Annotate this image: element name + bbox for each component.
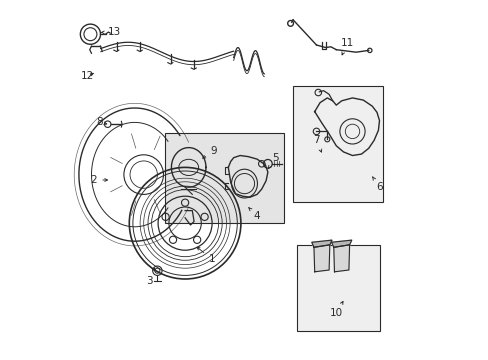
Polygon shape xyxy=(311,240,331,247)
Text: 1: 1 xyxy=(197,247,215,264)
Polygon shape xyxy=(333,245,349,272)
Polygon shape xyxy=(331,240,351,247)
Text: 8: 8 xyxy=(96,117,106,127)
Text: 12: 12 xyxy=(81,71,94,81)
Text: 11: 11 xyxy=(340,38,353,55)
Text: 4: 4 xyxy=(248,208,260,221)
Text: 9: 9 xyxy=(203,146,217,158)
FancyBboxPatch shape xyxy=(296,245,379,331)
Text: 6: 6 xyxy=(372,177,382,192)
FancyBboxPatch shape xyxy=(165,133,284,223)
Text: 13: 13 xyxy=(102,27,122,37)
Text: 7: 7 xyxy=(312,135,321,152)
Text: 3: 3 xyxy=(145,268,155,286)
FancyBboxPatch shape xyxy=(292,86,382,202)
Text: 10: 10 xyxy=(329,301,342,318)
Text: 2: 2 xyxy=(90,175,107,185)
Text: 5: 5 xyxy=(268,153,278,168)
Polygon shape xyxy=(313,245,329,272)
